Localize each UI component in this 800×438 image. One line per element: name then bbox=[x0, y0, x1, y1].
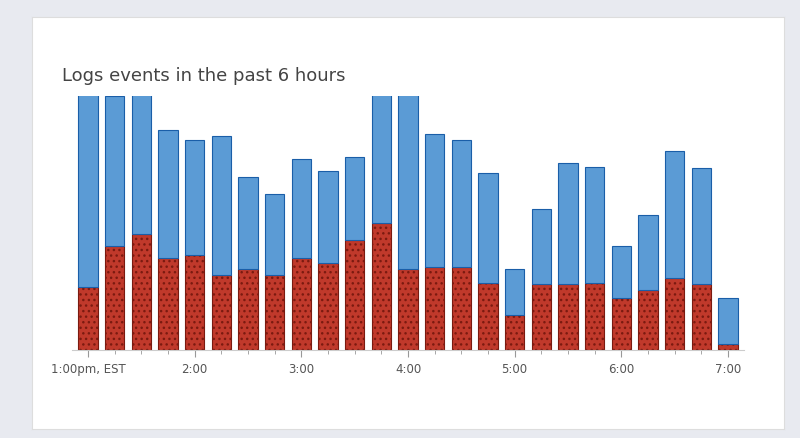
Bar bbox=[372, 85, 391, 223]
Bar bbox=[665, 152, 684, 279]
Bar bbox=[452, 267, 471, 350]
Bar bbox=[132, 235, 151, 350]
Bar bbox=[585, 283, 604, 350]
Bar bbox=[265, 194, 284, 276]
Bar bbox=[318, 264, 338, 350]
Bar bbox=[318, 171, 338, 264]
Bar bbox=[158, 131, 178, 258]
Bar bbox=[212, 137, 231, 276]
Bar bbox=[638, 215, 658, 290]
Bar bbox=[425, 267, 444, 350]
Bar bbox=[212, 276, 231, 350]
Bar bbox=[585, 168, 604, 283]
Bar bbox=[558, 285, 578, 350]
Bar bbox=[532, 285, 551, 350]
Bar bbox=[612, 298, 631, 350]
Bar bbox=[718, 298, 738, 345]
Bar bbox=[452, 140, 471, 267]
Bar bbox=[478, 283, 498, 350]
Bar bbox=[372, 223, 391, 350]
Bar bbox=[612, 247, 631, 298]
Bar bbox=[78, 287, 98, 350]
Bar bbox=[505, 269, 524, 316]
Bar bbox=[292, 160, 311, 258]
Bar bbox=[105, 96, 124, 247]
Bar bbox=[505, 316, 524, 350]
Bar bbox=[238, 269, 258, 350]
Bar bbox=[718, 345, 738, 350]
Bar bbox=[345, 241, 364, 350]
Bar bbox=[665, 279, 684, 350]
Bar bbox=[78, 79, 98, 287]
Bar bbox=[638, 290, 658, 350]
Bar bbox=[478, 174, 498, 283]
Bar bbox=[398, 91, 418, 269]
Bar bbox=[692, 285, 711, 350]
Bar bbox=[238, 177, 258, 269]
Bar bbox=[265, 276, 284, 350]
Bar bbox=[532, 209, 551, 285]
Bar bbox=[105, 247, 124, 350]
Bar bbox=[558, 163, 578, 285]
Text: Logs events in the past 6 hours: Logs events in the past 6 hours bbox=[62, 67, 346, 85]
Bar bbox=[158, 258, 178, 350]
Bar bbox=[292, 258, 311, 350]
Bar bbox=[132, 87, 151, 235]
Bar bbox=[398, 269, 418, 350]
Bar bbox=[425, 134, 444, 267]
Bar bbox=[185, 140, 204, 256]
Bar bbox=[185, 256, 204, 350]
Bar bbox=[345, 158, 364, 241]
Bar bbox=[692, 169, 711, 285]
